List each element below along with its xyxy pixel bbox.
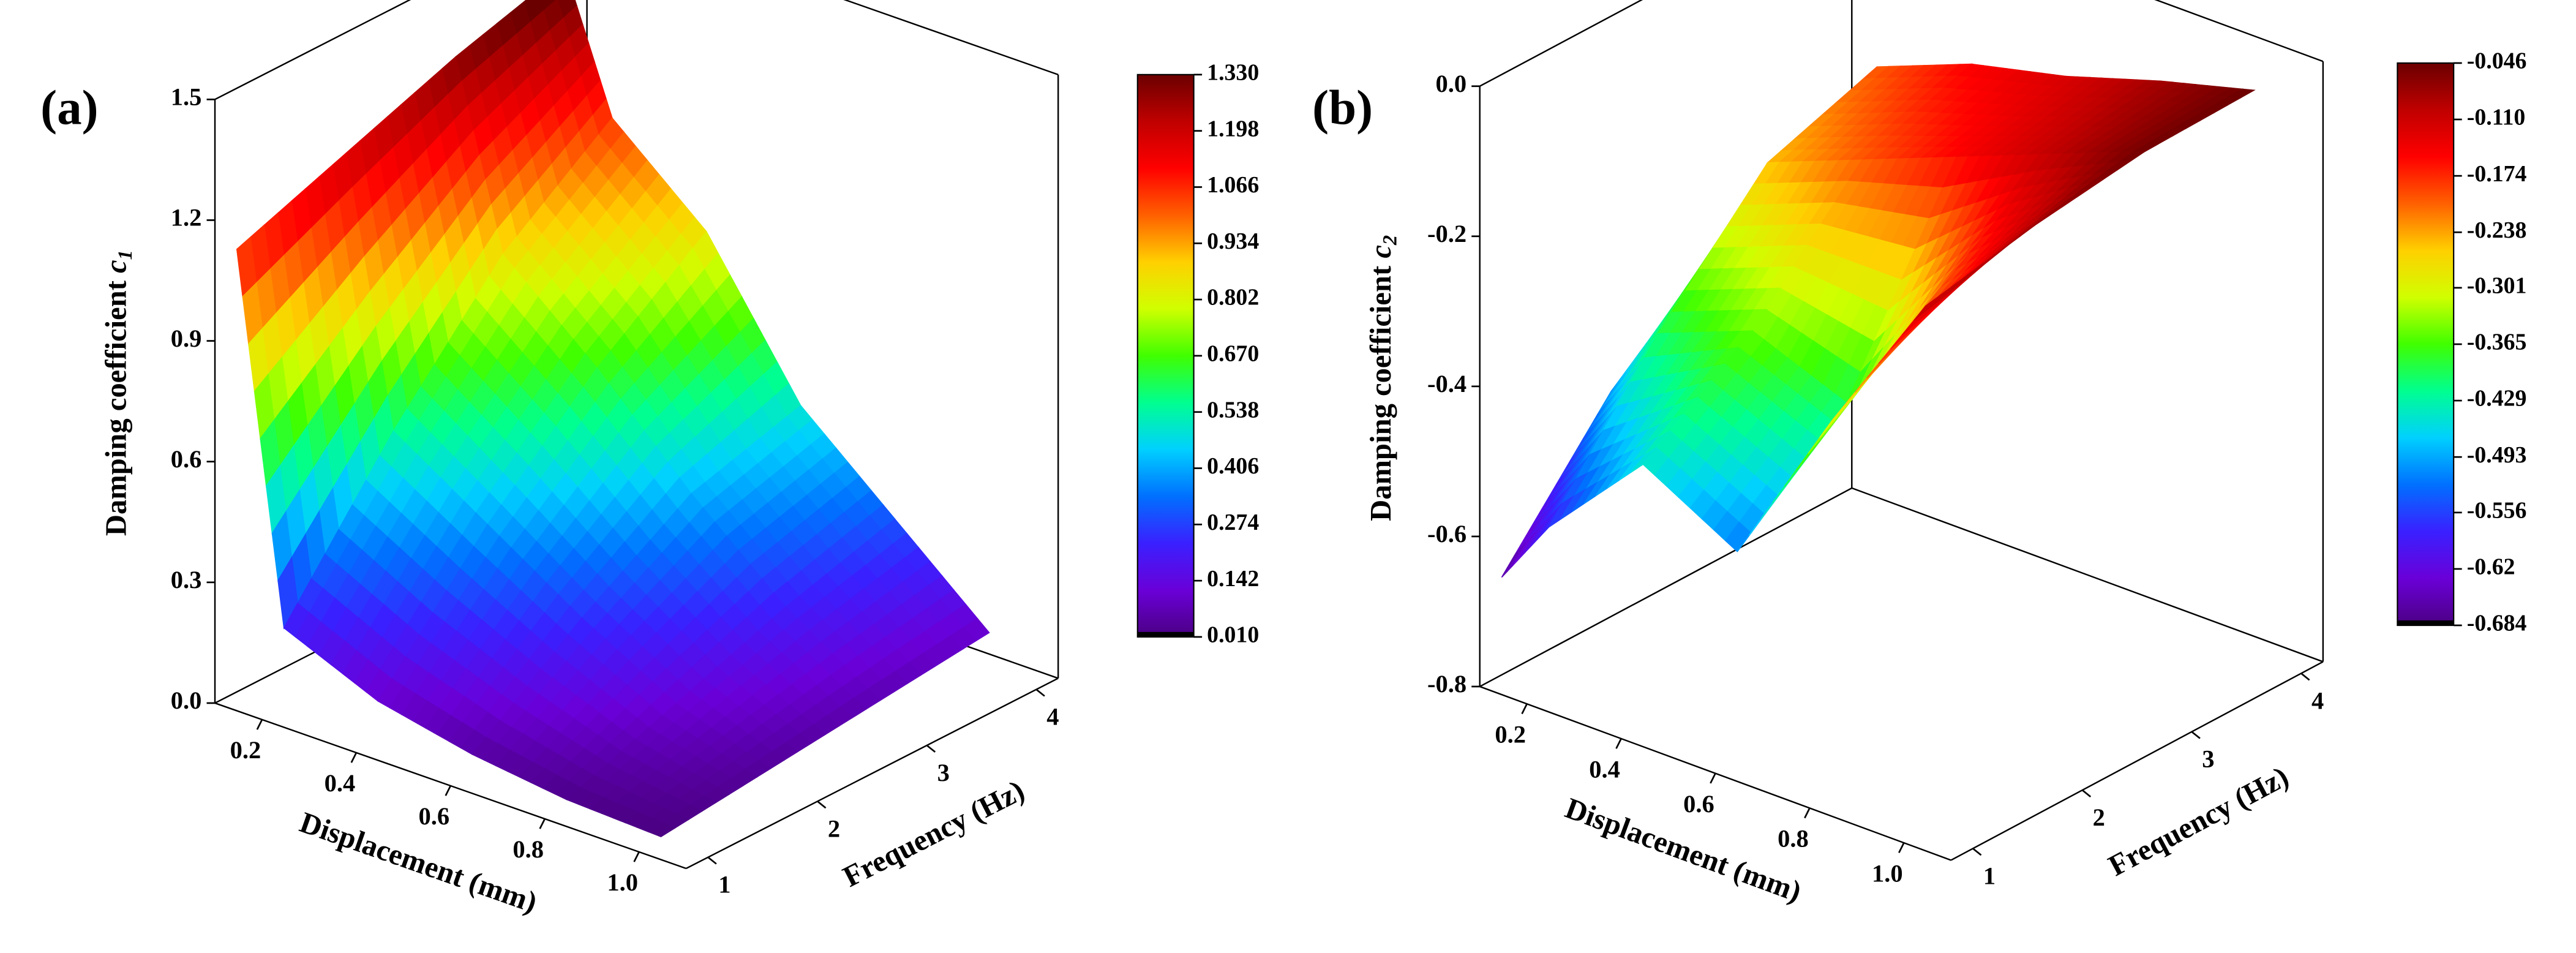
y-axis-title: Frequency (Hz): [838, 774, 1029, 894]
x-tick: [633, 851, 640, 862]
z-tick-label: 0.6: [171, 445, 202, 473]
x-tick-label: 1.0: [607, 868, 638, 896]
z-axis-title: Damping coefficient c2: [1364, 235, 1402, 521]
z-tick-label: -0.2: [1427, 220, 1466, 247]
colorbar: [2397, 62, 2455, 627]
colorbar-tick-label: 1.198: [1207, 116, 1259, 141]
z-axis-title-subscript: 2: [1380, 235, 1402, 246]
y-tick: [2191, 731, 2201, 739]
colorbar-tick-label: 0.802: [1207, 285, 1259, 311]
z-tick-label: -0.8: [1427, 670, 1466, 698]
x-tick: [1898, 842, 1905, 853]
y-tick-label: 1: [1983, 862, 1996, 889]
z-tick-label: 1.5: [171, 83, 202, 111]
x-tick: [1804, 807, 1811, 819]
surface-patch: [648, 823, 676, 838]
colorbar-tick-label: 0.142: [1207, 566, 1259, 592]
y-tick: [1035, 688, 1045, 697]
x-tick: [1710, 773, 1716, 784]
y-tick-label: 4: [2311, 687, 2324, 714]
box-edge: [2154, 0, 2324, 62]
box-edge: [686, 677, 1059, 870]
box-edge: [214, 0, 411, 100]
y-tick: [707, 856, 717, 865]
x-tick-label: 0.2: [1495, 721, 1526, 748]
colorbar-tick-label: -0.110: [2467, 105, 2526, 130]
z-axis-title-symbol: c: [100, 260, 133, 273]
z-tick-label: 0.0: [171, 687, 202, 714]
box-edge: [843, 0, 1059, 75]
x-tick: [256, 719, 263, 730]
z-tick-label: 0.3: [171, 566, 202, 593]
colorbar-tick-label: -0.046: [2467, 48, 2527, 74]
colorbar-tick-label: -0.238: [2467, 217, 2527, 243]
colorbar: [1136, 73, 1195, 638]
x-tick: [350, 752, 358, 763]
z-tick-label: 1.2: [171, 204, 202, 232]
colorbar-tick-label: -0.174: [2467, 161, 2527, 187]
colorbar-tick-label: 0.538: [1207, 397, 1259, 423]
y-tick: [926, 744, 936, 753]
z-tick-label: -0.4: [1427, 370, 1466, 397]
x-tick: [1521, 703, 1528, 715]
colorbar-tick-label: 0.406: [1207, 453, 1259, 479]
z-axis-title-subscript: 1: [115, 250, 137, 260]
z-axis-title-text: Damping coefficient: [1364, 258, 1397, 521]
box-edge: [1479, 487, 1852, 688]
y-tick-label: 3: [2202, 745, 2214, 773]
x-tick-label: 0.2: [230, 736, 261, 764]
z-tick-label: 0.9: [171, 325, 202, 352]
colorbar-tick-label: -0.62: [2467, 554, 2515, 580]
x-tick: [1615, 738, 1622, 749]
colorbar-tick-label: -0.684: [2467, 611, 2527, 636]
box-edge: [1851, 487, 2324, 663]
y-tick: [2300, 672, 2310, 681]
panel-label: (b): [1312, 80, 1373, 135]
z-tick-label: -0.6: [1427, 520, 1466, 548]
colorbar-tick-label: 1.330: [1207, 60, 1259, 86]
z-tick-label: 0.0: [1436, 70, 1467, 97]
x-tick-label: 0.8: [513, 835, 544, 863]
colorbar-tick-label: 0.274: [1207, 510, 1259, 535]
colorbar-end: [1137, 631, 1194, 637]
x-tick-label: 0.6: [419, 802, 450, 830]
panel-label: (a): [40, 80, 98, 135]
colorbar-tick-label: 0.670: [1207, 341, 1259, 367]
colorbar-tick-label: -0.556: [2467, 498, 2527, 524]
y-tick-label: 1: [718, 871, 730, 898]
colorbar-tick-label: 1.066: [1207, 172, 1259, 198]
colorbar-tick-label: -0.493: [2467, 442, 2527, 468]
box-edge: [1479, 0, 1643, 87]
x-tick-label: 1.0: [1872, 859, 1903, 887]
x-tick: [445, 785, 452, 796]
colorbar-tick-label: -0.365: [2467, 330, 2527, 355]
z-axis-title-symbol: c: [1364, 245, 1397, 258]
x-tick: [539, 818, 546, 829]
y-tick-label: 3: [937, 759, 950, 786]
x-tick-label: 0.4: [325, 769, 356, 797]
y-tick: [817, 800, 827, 809]
colorbar-end: [2397, 620, 2454, 626]
z-axis-title-text: Damping coefficient: [100, 273, 133, 536]
y-tick-label: 4: [1046, 703, 1059, 731]
colorbar-tick-label: -0.301: [2467, 273, 2527, 299]
x-tick-label: 0.4: [1589, 755, 1620, 783]
y-tick-label: 2: [828, 815, 840, 842]
surface-patch: [1913, 295, 1940, 321]
z-axis-title: Damping coefficient c1: [100, 250, 137, 536]
colorbar-tick-label: 0.010: [1207, 622, 1259, 648]
y-tick: [2081, 789, 2092, 797]
y-tick: [1972, 848, 1982, 856]
box-edge: [1950, 661, 2324, 861]
y-axis-title: Frequency (Hz): [2103, 760, 2294, 883]
colorbar-tick-label: 0.934: [1207, 228, 1259, 254]
y-tick-label: 2: [2093, 804, 2105, 831]
colorbar-tick-label: -0.429: [2467, 386, 2527, 412]
x-tick-label: 0.6: [1683, 790, 1714, 818]
x-tick-label: 0.8: [1778, 825, 1809, 853]
